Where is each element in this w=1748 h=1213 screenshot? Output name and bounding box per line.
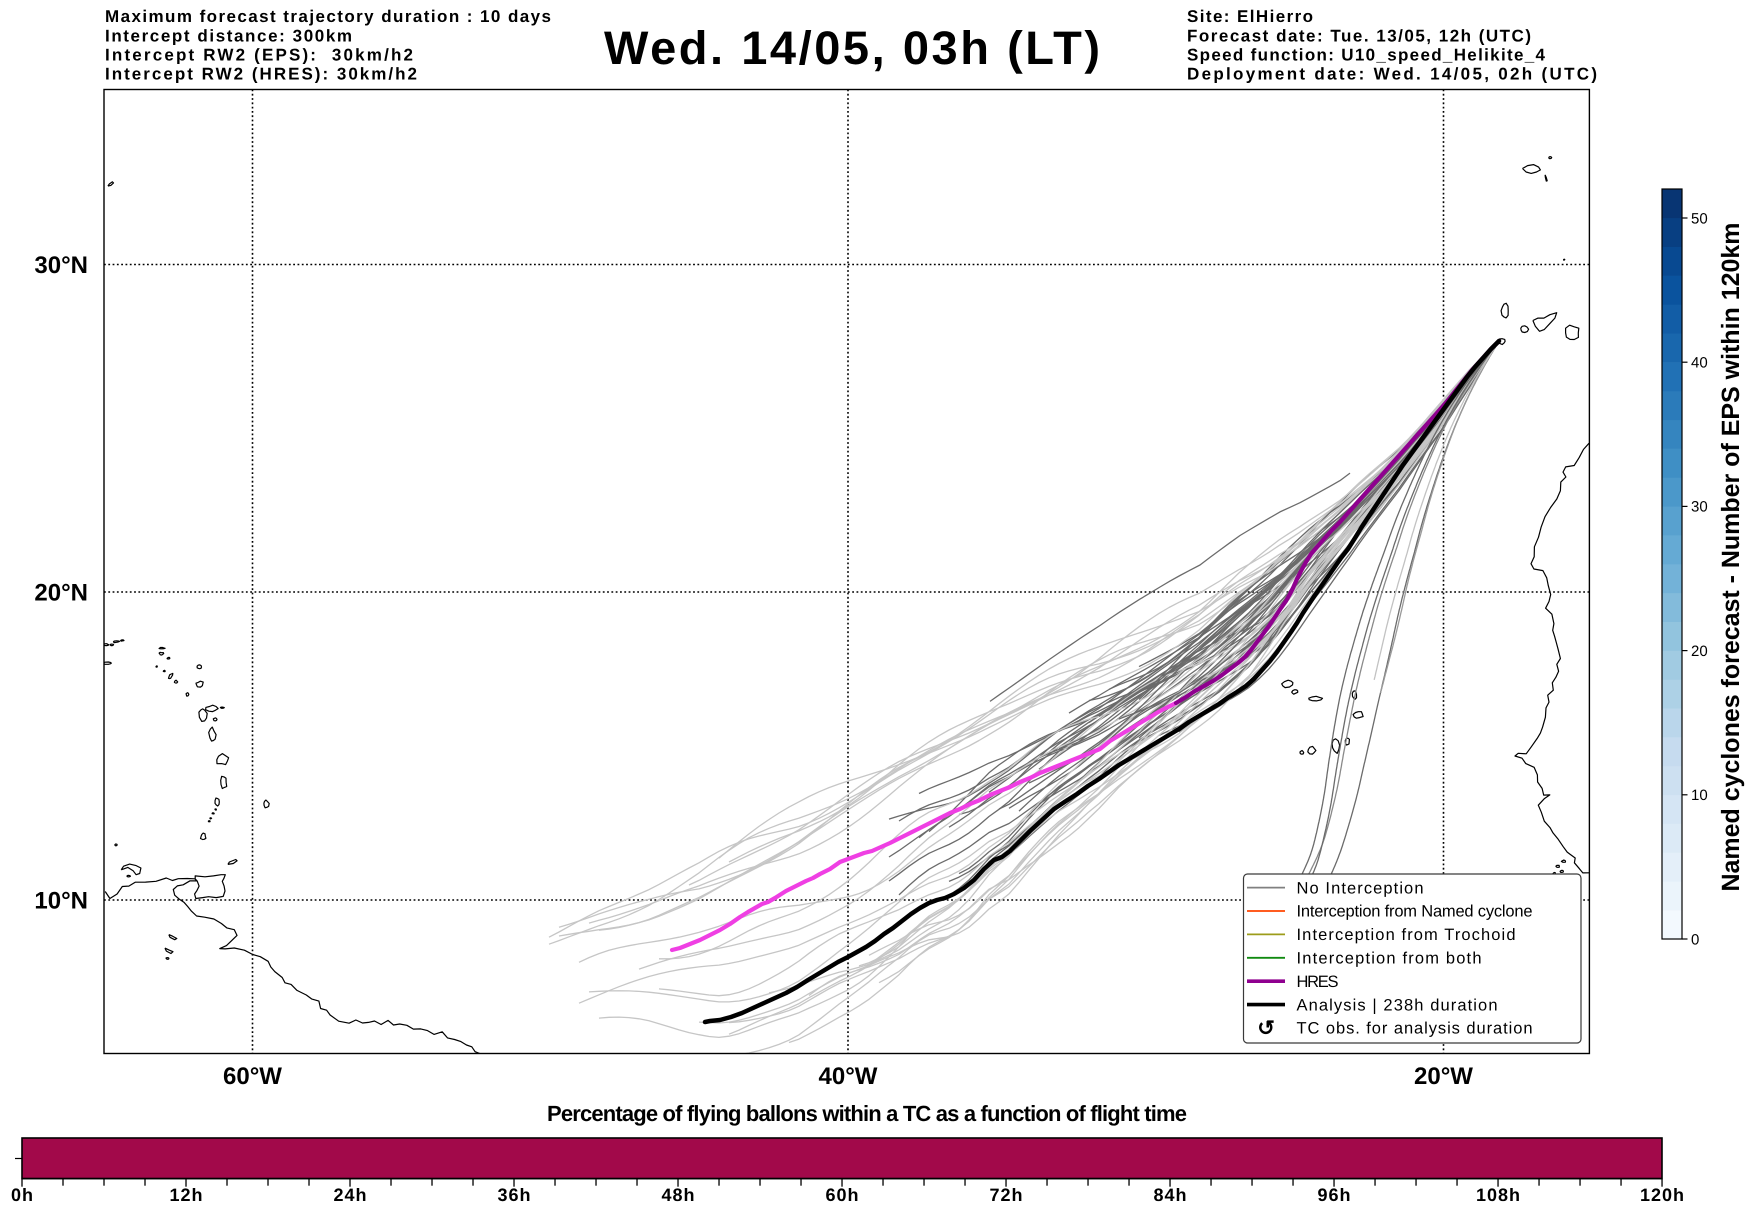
svg-text:Analysis | 238h duration: Analysis | 238h duration [1297,996,1498,1014]
svg-text:Wed. 14/05, 03h (LT): Wed. 14/05, 03h (LT) [604,21,1100,74]
svg-text:20°N: 20°N [34,580,88,607]
svg-text:24h: 24h [334,1185,367,1205]
svg-text:60°W: 60°W [223,1063,282,1090]
svg-text:Maximum forecast trajectory du: Maximum forecast trajectory duration : 1… [105,7,551,26]
svg-text:0: 0 [1691,931,1699,948]
svg-text:30°N: 30°N [34,252,88,279]
svg-text:10: 10 [1691,787,1708,804]
svg-text:Intercept RW2 (EPS): 30km/h2: Intercept RW2 (EPS): 30km/h2 [105,46,413,65]
svg-text:40°W: 40°W [819,1063,878,1090]
svg-text:TC obs. for analysis duration: TC obs. for analysis duration [1297,1020,1533,1038]
svg-text:50: 50 [1691,210,1708,227]
svg-text:Interception from both: Interception from both [1297,950,1482,968]
svg-text:0h: 0h [11,1185,33,1205]
svg-text:Site: ElHierro: Site: ElHierro [1187,7,1313,26]
svg-text:↺: ↺ [1257,1017,1275,1040]
svg-text:Interception from Trochoid: Interception from Trochoid [1297,926,1516,944]
svg-text:Speed function: U10_speed_Heli: Speed function: U10_speed_Helikite_4 [1187,46,1546,65]
svg-text:108h: 108h [1476,1185,1520,1205]
svg-text:96h: 96h [1318,1185,1351,1205]
svg-text:120h: 120h [1640,1185,1684,1205]
svg-text:Intercept RW2 (HRES): 30km/h2: Intercept RW2 (HRES): 30km/h2 [105,65,417,84]
svg-text:48h: 48h [662,1185,695,1205]
svg-text:36h: 36h [498,1185,531,1205]
svg-text:84h: 84h [1154,1185,1187,1205]
svg-text:60h: 60h [826,1185,859,1205]
svg-text:HRES: HRES [1297,973,1339,991]
svg-text:10°N: 10°N [34,888,88,915]
svg-text:Deployment date: Wed. 14/05, 0: Deployment date: Wed. 14/05, 02h (UTC) [1187,65,1597,84]
svg-text:Intercept distance: 300km: Intercept distance: 300km [105,26,352,45]
svg-text:Forecast date: Tue. 13/05, 12h: Forecast date: Tue. 13/05, 12h (UTC) [1187,26,1531,45]
svg-text:30: 30 [1691,499,1708,516]
svg-text:No Interception: No Interception [1297,879,1424,897]
svg-text:Named cyclones forecast - Numb: Named cyclones forecast - Number of EPS … [1717,223,1745,892]
svg-text:20°W: 20°W [1414,1063,1473,1090]
svg-text:72h: 72h [990,1185,1023,1205]
svg-text:20: 20 [1691,643,1708,660]
svg-text:Percentage of flying ballons w: Percentage of flying ballons within a TC… [547,1101,1187,1126]
svg-text:40: 40 [1691,355,1708,372]
svg-text:Interception from Named cyclon: Interception from Named cyclone [1297,903,1533,921]
svg-text:12h: 12h [170,1185,203,1205]
